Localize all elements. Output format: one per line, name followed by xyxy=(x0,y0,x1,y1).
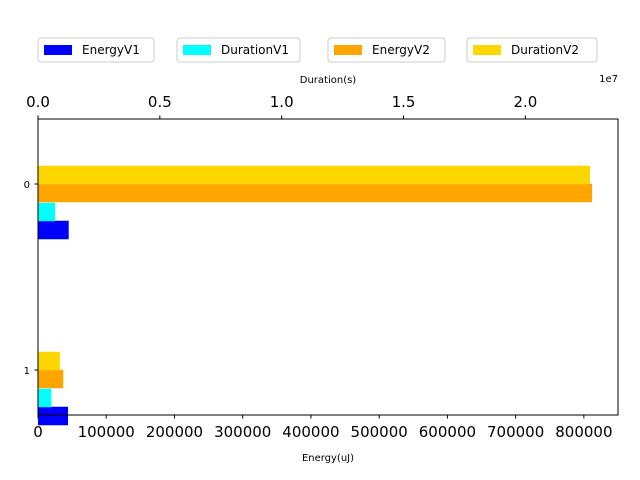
legend-item-energyv2: EnergyV2 xyxy=(327,37,446,63)
legend-box xyxy=(37,37,155,63)
top-axis: 1e7 Duration(s) 0.0 0.5 1.0 1.5 2.0 xyxy=(26,74,618,119)
legend-item-energyv1: EnergyV1 xyxy=(37,37,155,63)
bar-durationv2-0 xyxy=(38,165,590,185)
x-tick-label: 0 xyxy=(33,423,43,441)
y-tick-label: 1 xyxy=(24,366,30,377)
bar-durationv2-1 xyxy=(38,351,60,371)
legend-item-durationv2: DurationV2 xyxy=(466,37,598,63)
x-tick-label: 600000 xyxy=(419,423,476,441)
legend-box xyxy=(327,37,446,63)
x-tick-label: 400000 xyxy=(282,423,339,441)
top-tick-label: 1.5 xyxy=(392,93,416,111)
top-tick-label: 0.0 xyxy=(26,93,50,111)
legend-box xyxy=(176,37,301,63)
y-axis: 01 xyxy=(24,180,38,377)
x-tick-label: 700000 xyxy=(487,423,544,441)
legend-label: DurationV2 xyxy=(511,43,579,57)
legend-swatch xyxy=(473,45,501,55)
plot-frame xyxy=(37,118,619,416)
x-tick-label: 200000 xyxy=(146,423,203,441)
y-tick-label: 0 xyxy=(24,180,30,191)
top-tick-label: 2.0 xyxy=(513,93,537,111)
top-axis-multiplier: 1e7 xyxy=(599,74,618,85)
x-tick-label: 800000 xyxy=(555,423,612,441)
legend-swatch xyxy=(44,45,72,55)
bar-energyv1-0 xyxy=(38,220,69,240)
top-tick-label: 1.0 xyxy=(270,93,294,111)
legend-item-durationv1: DurationV1 xyxy=(176,37,301,63)
bar-energyv1-1 xyxy=(38,406,69,426)
legend: EnergyV1 DurationV1 EnergyV2 DurationV2 xyxy=(37,37,598,63)
legend-swatch xyxy=(183,45,211,55)
x-tick-label: 500000 xyxy=(351,423,408,441)
bar-durationv1-1 xyxy=(38,388,52,408)
legend-label: DurationV1 xyxy=(221,43,289,57)
x-tick-label: 300000 xyxy=(214,423,271,441)
bar-durationv1-0 xyxy=(38,202,56,222)
legend-box xyxy=(466,37,598,63)
legend-label: EnergyV2 xyxy=(372,43,430,57)
legend-swatch xyxy=(334,45,362,55)
top-axis-label: Duration(s) xyxy=(300,75,357,86)
top-tick-label: 0.5 xyxy=(148,93,172,111)
bottom-axis: Energy(uJ) 0 100000 200000 300000 400000 5000… xyxy=(33,415,613,464)
bottom-axis-label: Energy(uJ) xyxy=(302,453,354,464)
legend-label: EnergyV1 xyxy=(82,43,140,57)
bars xyxy=(38,165,593,426)
bar-energyv2-1 xyxy=(38,369,64,389)
x-tick-label: 100000 xyxy=(78,423,135,441)
bar-energyv2-0 xyxy=(38,183,593,203)
